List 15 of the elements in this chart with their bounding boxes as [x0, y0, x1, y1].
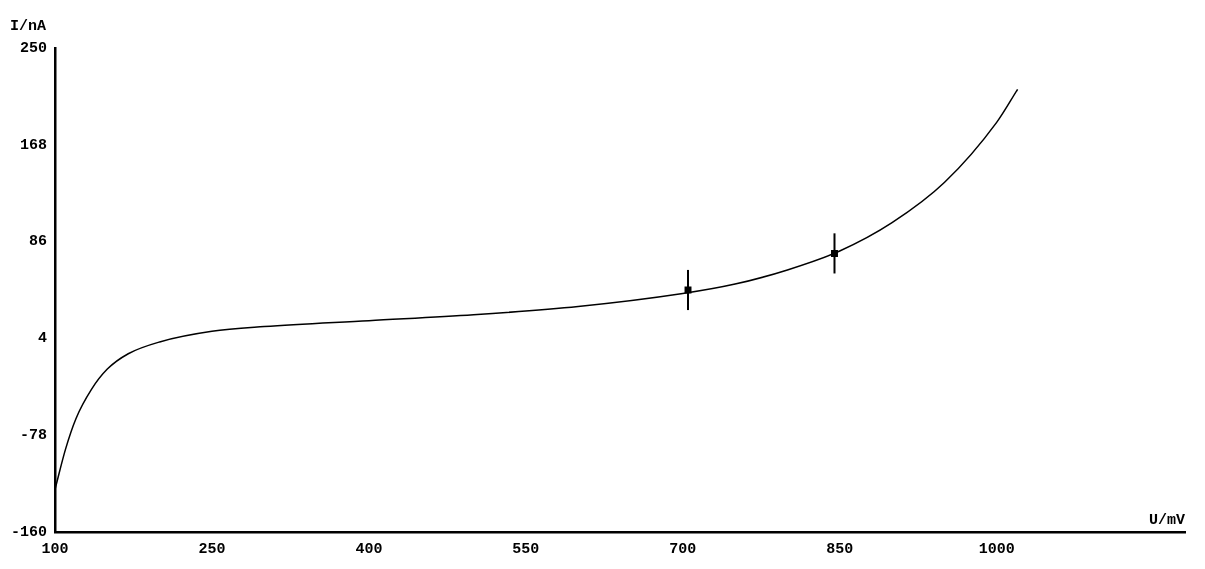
x-tick-label: 1000: [978, 540, 1015, 558]
y-axis-title: I/nA: [10, 18, 47, 36]
x-tick-label: 550: [512, 540, 540, 558]
y-tick-label: 168: [19, 136, 48, 154]
x-tick-label: 250: [198, 540, 226, 558]
y-tick-label: -160: [10, 523, 48, 541]
x-tick-label: 700: [669, 540, 697, 558]
y-tick-label: 4: [37, 330, 48, 348]
x-tick-label: 100: [41, 540, 69, 558]
y-tick-label: 250: [19, 39, 48, 57]
x-tick-label: 400: [355, 540, 383, 558]
y-tick-label: -78: [19, 426, 48, 444]
x-tick-label: 850: [826, 540, 854, 558]
y-tick-label: 86: [28, 233, 48, 251]
x-axis-title: U/mV: [1148, 512, 1185, 530]
